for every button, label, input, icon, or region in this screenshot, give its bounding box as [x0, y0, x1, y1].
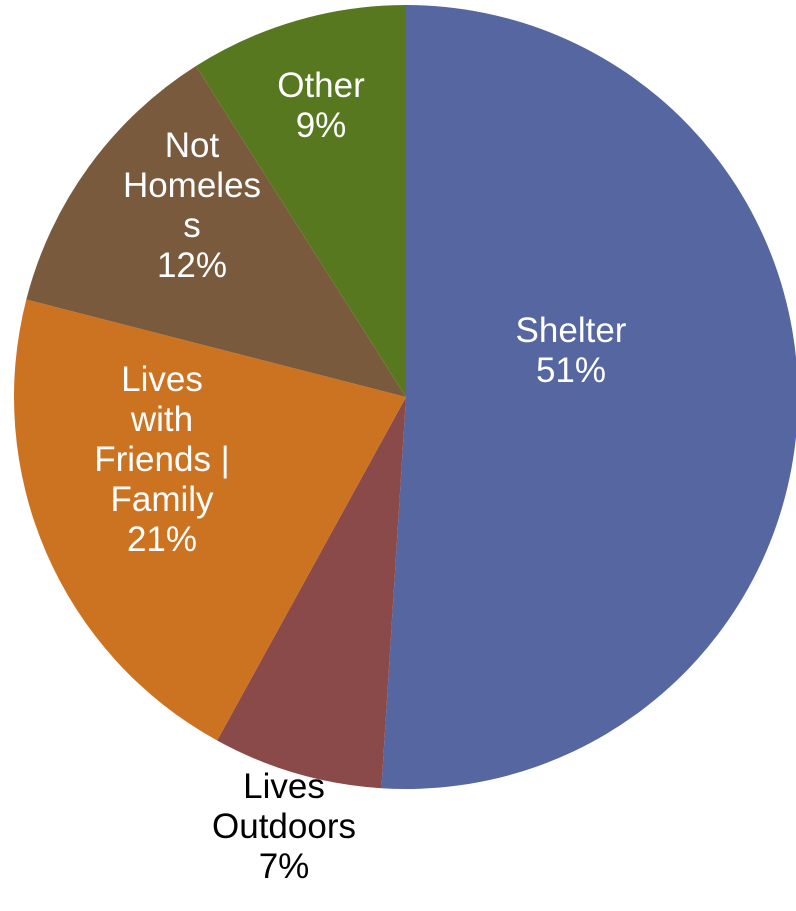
pie-slice-lives-with-friends-family	[13, 299, 407, 741]
pie-label-percent: 21%	[127, 520, 197, 559]
pie-label-line: with	[130, 400, 193, 439]
pie-slice-lives-outdoors	[217, 397, 406, 789]
pie-labels: Shelter 51%Lives Outdoors 7%Lives with Friend…	[94, 66, 627, 886]
pie-label-line: Family	[110, 480, 214, 519]
pie-label-line: Not	[165, 126, 220, 165]
pie-slice-shelter	[381, 5, 796, 789]
pie-label-percent: 12%	[157, 246, 227, 285]
pie-label-1: Lives Outdoors 7%	[212, 767, 356, 886]
pie-label-2: Lives with Friends | Family 21%	[94, 360, 230, 559]
pie-label-line: Outdoors	[212, 807, 356, 846]
pie-label-3: Not Homeles s 12%	[123, 126, 261, 285]
pie-label-percent: 51%	[536, 351, 606, 390]
pie-label-line: Homeles	[123, 166, 261, 205]
pie-label-4: Other 9%	[277, 66, 365, 145]
pie-label-line: Shelter	[516, 311, 627, 350]
pie-label-percent: 9%	[296, 106, 347, 145]
pie-slice-not-homeles-s	[26, 66, 407, 398]
pie-label-percent: 7%	[259, 847, 310, 886]
pie-label-0: Shelter 51%	[516, 311, 627, 390]
pie-label-line: Lives	[121, 360, 203, 399]
pie-slices	[13, 5, 796, 789]
pie-label-line: s	[183, 206, 201, 245]
pie-label-line: Friends |	[94, 440, 230, 479]
pie-label-line: Other	[277, 66, 365, 105]
pie-label-line: Lives	[243, 767, 325, 806]
pie-slice-other	[195, 5, 406, 397]
